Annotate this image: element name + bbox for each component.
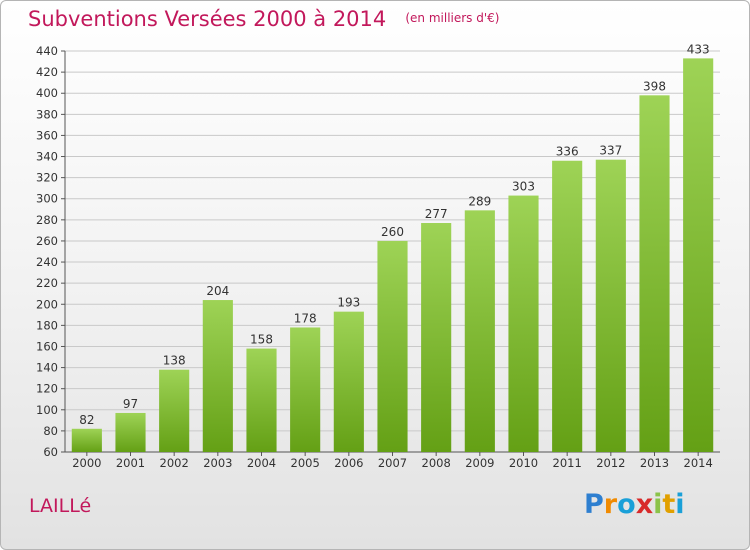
bar xyxy=(246,348,277,452)
x-tick-label: 2003 xyxy=(203,456,232,470)
x-tick-label: 2000 xyxy=(72,456,101,470)
y-tick-label: 240 xyxy=(36,255,58,269)
data-label: 337 xyxy=(599,144,622,158)
data-label: 193 xyxy=(337,296,360,310)
y-tick-label: 220 xyxy=(36,276,58,290)
data-label: 82 xyxy=(79,413,94,427)
bar xyxy=(333,311,364,452)
data-label: 260 xyxy=(381,225,404,239)
x-tick-label: 2013 xyxy=(640,456,669,470)
bar xyxy=(508,195,539,453)
labels: 60 80 100 120 140 160 180 200 220 240 260 280 300 320… xyxy=(36,42,713,470)
bar xyxy=(464,210,495,452)
y-tick-label: 160 xyxy=(36,339,58,353)
y-tick-label: 100 xyxy=(36,403,58,417)
x-tick-label: 2005 xyxy=(291,456,320,470)
bar xyxy=(639,95,670,453)
y-tick-label: 60 xyxy=(43,445,58,459)
y-tick-label: 140 xyxy=(36,361,58,375)
data-label: 138 xyxy=(163,354,186,368)
logo-letter: P xyxy=(584,489,604,520)
y-tick-label: 120 xyxy=(36,382,58,396)
x-tick-label: 2004 xyxy=(247,456,276,470)
y-tick-label: 420 xyxy=(36,65,58,79)
logo-letter: r xyxy=(603,489,618,520)
bar xyxy=(290,327,321,452)
x-tick-label: 2007 xyxy=(378,456,407,470)
y-tick-label: 300 xyxy=(36,192,58,206)
logo-letter: t xyxy=(662,489,676,520)
commune-name: LAILLé xyxy=(29,495,92,517)
logo-letter: i xyxy=(675,489,685,520)
y-tick-label: 280 xyxy=(36,213,58,227)
x-tick-label: 2014 xyxy=(684,456,713,470)
chart-subtitle: (en milliers d'€) xyxy=(405,11,500,25)
data-label: 97 xyxy=(123,397,138,411)
y-tick-label: 200 xyxy=(36,297,58,311)
bar xyxy=(683,58,714,452)
title-line: Subventions Versées 2000 à 2014 (en mill… xyxy=(28,7,499,31)
y-tick-label: 360 xyxy=(36,128,58,142)
bars xyxy=(71,58,714,453)
data-label: 204 xyxy=(206,284,229,298)
x-tick-label: 2008 xyxy=(422,456,451,470)
y-tick-label: 400 xyxy=(36,86,58,100)
bar xyxy=(202,300,233,452)
data-label: 178 xyxy=(294,311,317,325)
data-label: 433 xyxy=(687,42,710,56)
y-tick-label: 320 xyxy=(36,171,58,185)
y-tick-label: 180 xyxy=(36,318,58,332)
bar xyxy=(421,223,452,452)
logo-letter: o xyxy=(617,489,636,520)
bar xyxy=(595,159,626,452)
bar xyxy=(552,160,583,452)
data-label: 158 xyxy=(250,333,273,347)
y-tick-label: 380 xyxy=(36,107,58,121)
x-tick-label: 2002 xyxy=(160,456,189,470)
data-label: 289 xyxy=(468,194,491,208)
x-tick-label: 2011 xyxy=(553,456,582,470)
bar xyxy=(159,369,190,452)
x-tick-label: 2009 xyxy=(465,456,494,470)
data-label: 398 xyxy=(643,79,666,93)
data-label: 277 xyxy=(425,207,448,221)
x-tick-label: 2012 xyxy=(596,456,625,470)
proxiti-logo: Proxiti xyxy=(584,489,685,520)
logo-letter: x xyxy=(635,489,654,520)
bar xyxy=(377,240,408,452)
x-tick-label: 2010 xyxy=(509,456,538,470)
y-tick-label: 260 xyxy=(36,234,58,248)
x-tick-label: 2006 xyxy=(334,456,363,470)
logo-letter: i xyxy=(653,489,663,520)
data-label: 336 xyxy=(556,145,579,159)
chart-title: Subventions Versées 2000 à 2014 xyxy=(28,7,387,31)
y-tick-label: 340 xyxy=(36,150,58,164)
x-tick-label: 2001 xyxy=(116,456,145,470)
y-tick-label: 440 xyxy=(36,44,58,58)
bar xyxy=(115,412,146,452)
data-label: 303 xyxy=(512,180,535,194)
y-tick-label: 80 xyxy=(43,424,58,438)
bar xyxy=(71,428,102,452)
